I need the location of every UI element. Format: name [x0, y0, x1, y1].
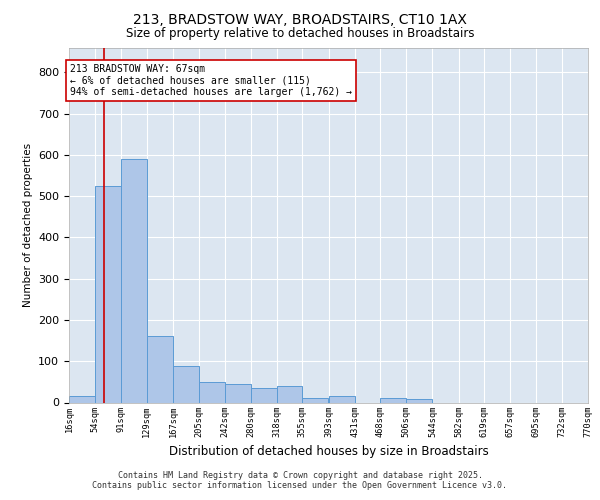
Text: Size of property relative to detached houses in Broadstairs: Size of property relative to detached ho…	[126, 28, 474, 40]
Bar	[95, 186, 121, 402]
Bar	[251, 388, 277, 402]
Text: 213, BRADSTOW WAY, BROADSTAIRS, CT10 1AX: 213, BRADSTOW WAY, BROADSTAIRS, CT10 1AX	[133, 12, 467, 26]
Bar	[302, 398, 329, 402]
Text: Contains HM Land Registry data © Crown copyright and database right 2025.
Contai: Contains HM Land Registry data © Crown c…	[92, 470, 508, 490]
Bar	[224, 384, 251, 402]
Bar	[121, 159, 147, 402]
Bar	[173, 366, 199, 403]
Y-axis label: Number of detached properties: Number of detached properties	[23, 143, 32, 307]
Bar	[69, 396, 95, 402]
Bar	[406, 399, 433, 402]
Bar	[199, 382, 224, 402]
X-axis label: Distribution of detached houses by size in Broadstairs: Distribution of detached houses by size …	[169, 445, 488, 458]
Bar	[147, 336, 173, 402]
Text: 213 BRADSTOW WAY: 67sqm
← 6% of detached houses are smaller (115)
94% of semi-de: 213 BRADSTOW WAY: 67sqm ← 6% of detached…	[70, 64, 352, 97]
Bar	[380, 398, 406, 402]
Bar	[277, 386, 302, 402]
Bar	[329, 396, 355, 402]
